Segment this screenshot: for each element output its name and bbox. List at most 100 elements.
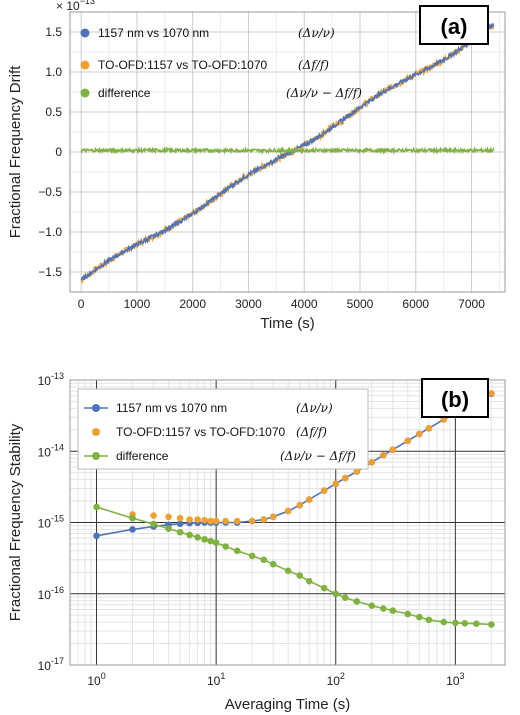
- data-point: [368, 458, 376, 466]
- x-tick-label: 1000: [124, 297, 151, 311]
- data-point: [260, 516, 268, 523]
- data-point: [416, 430, 423, 438]
- data-point: [380, 451, 387, 459]
- y-tick-label: 0.5: [45, 105, 62, 119]
- data-point: [222, 517, 229, 525]
- data-point: [416, 613, 423, 621]
- legend-marker: [92, 404, 100, 412]
- legend-label: TO-OFD:1157 vs TO-OFD:1070: [116, 425, 285, 439]
- legend-box-b: [77, 388, 369, 470]
- legend-marker: [92, 452, 100, 460]
- data-point: [425, 424, 433, 432]
- data-point: [165, 525, 172, 532]
- legend-equation: (Δf/f): [296, 425, 327, 439]
- legend-marker: [80, 88, 90, 98]
- data-point: [284, 507, 292, 515]
- data-point: [201, 536, 208, 543]
- legend-marker: [80, 60, 90, 70]
- y-tick-label: −1.0: [38, 225, 62, 239]
- y-tick-label: 10-14: [38, 442, 64, 459]
- x-tick-label: 3000: [235, 297, 262, 311]
- legend-marker: [80, 28, 90, 38]
- data-point: [341, 594, 349, 602]
- data-point: [269, 513, 277, 521]
- y-tick-label: −1.5: [38, 265, 62, 279]
- data-point: [260, 556, 268, 564]
- legend-label: difference: [98, 86, 151, 100]
- legend-label: TO-OFD:1157 vs TO-OFD:1070: [98, 58, 267, 72]
- x-tick-label: 4000: [291, 297, 318, 311]
- x-tick-label: 100: [87, 671, 105, 688]
- y-multiplier-label: × 10−13: [56, 0, 95, 13]
- data-point: [341, 474, 349, 482]
- data-point: [473, 620, 480, 627]
- data-point: [389, 446, 397, 454]
- y-tick-label: 0: [55, 145, 62, 159]
- legend-equation: (Δν/ν): [298, 26, 335, 40]
- data-point: [440, 618, 448, 626]
- data-point: [212, 517, 220, 525]
- y-tick-label: 1.5: [45, 25, 62, 39]
- x-axis-label: Time (s): [260, 315, 314, 332]
- data-point: [176, 528, 184, 536]
- data-point: [461, 619, 469, 627]
- data-point: [186, 531, 193, 539]
- data-point: [353, 598, 361, 605]
- data-point: [93, 532, 100, 540]
- data-point: [488, 621, 495, 628]
- plot-frame-a: [69, 11, 506, 293]
- data-point: [332, 590, 340, 598]
- data-point: [194, 533, 201, 541]
- plot-frame-b: [69, 379, 506, 666]
- data-point: [233, 517, 241, 525]
- x-tick-label: 103: [446, 671, 464, 688]
- y-axis-label: Fractional Frequency Drift: [7, 65, 24, 238]
- y-tick-label: 10-15: [38, 514, 64, 531]
- x-tick-label: 0: [78, 297, 85, 311]
- data-point: [212, 539, 220, 547]
- x-tick-label: 6000: [402, 297, 429, 311]
- data-point: [165, 513, 172, 521]
- y-tick-label: −0.5: [38, 185, 62, 199]
- legend-label: difference: [116, 449, 169, 463]
- x-tick-label: 2000: [179, 297, 206, 311]
- panel-a-chart: 0 1000 2000 3000 4000 5000 6000 7000 −1.5 −1.0 −0.…: [7, 0, 506, 332]
- x-tick-label: 102: [327, 671, 345, 688]
- data-point: [296, 572, 304, 579]
- data-point: [207, 517, 214, 525]
- legend-a: 1157 nm vs 1070 nm (Δν/ν) TO-OFD:1157 vs T…: [80, 26, 362, 100]
- data-point: [305, 577, 313, 585]
- data-point: [248, 552, 256, 560]
- y-tick-label: 10-13: [38, 371, 64, 388]
- panel-b-chart: 100 101 102 103 10-17 10-16 10-15 10-14 10-13 Ave…: [7, 371, 506, 713]
- legend-label: 1157 nm vs 1070 nm: [116, 401, 227, 415]
- x-tick-label: 5000: [347, 297, 374, 311]
- data-point: [425, 616, 433, 624]
- legend-label: 1157 nm vs 1070 nm: [98, 26, 209, 40]
- data-point: [380, 605, 387, 612]
- y-axis-label: Fractional Frequency Stability: [7, 423, 24, 621]
- data-point: [404, 437, 412, 445]
- legend-marker: [92, 428, 100, 436]
- y-tick-label: 10-16: [38, 585, 64, 602]
- data-point: [332, 480, 340, 488]
- data-point: [488, 390, 495, 397]
- data-point: [269, 560, 277, 568]
- data-point: [201, 516, 208, 524]
- panel-label-a: (a): [441, 14, 468, 39]
- data-point: [194, 516, 201, 523]
- data-point: [233, 547, 241, 555]
- data-point: [207, 537, 214, 545]
- data-point: [320, 584, 328, 592]
- data-point: [129, 514, 136, 522]
- y-tick-label: 10-17: [38, 656, 64, 673]
- panel-label-box-b: [421, 378, 489, 418]
- y-tick-label: 1.0: [45, 65, 62, 79]
- data-point: [353, 468, 361, 475]
- x-axis-label: Averaging Time (s): [225, 696, 351, 713]
- data-point: [389, 607, 397, 614]
- data-point: [176, 520, 184, 528]
- panel-label-b: (b): [441, 387, 469, 412]
- legend-equation: (Δν/ν): [296, 401, 333, 415]
